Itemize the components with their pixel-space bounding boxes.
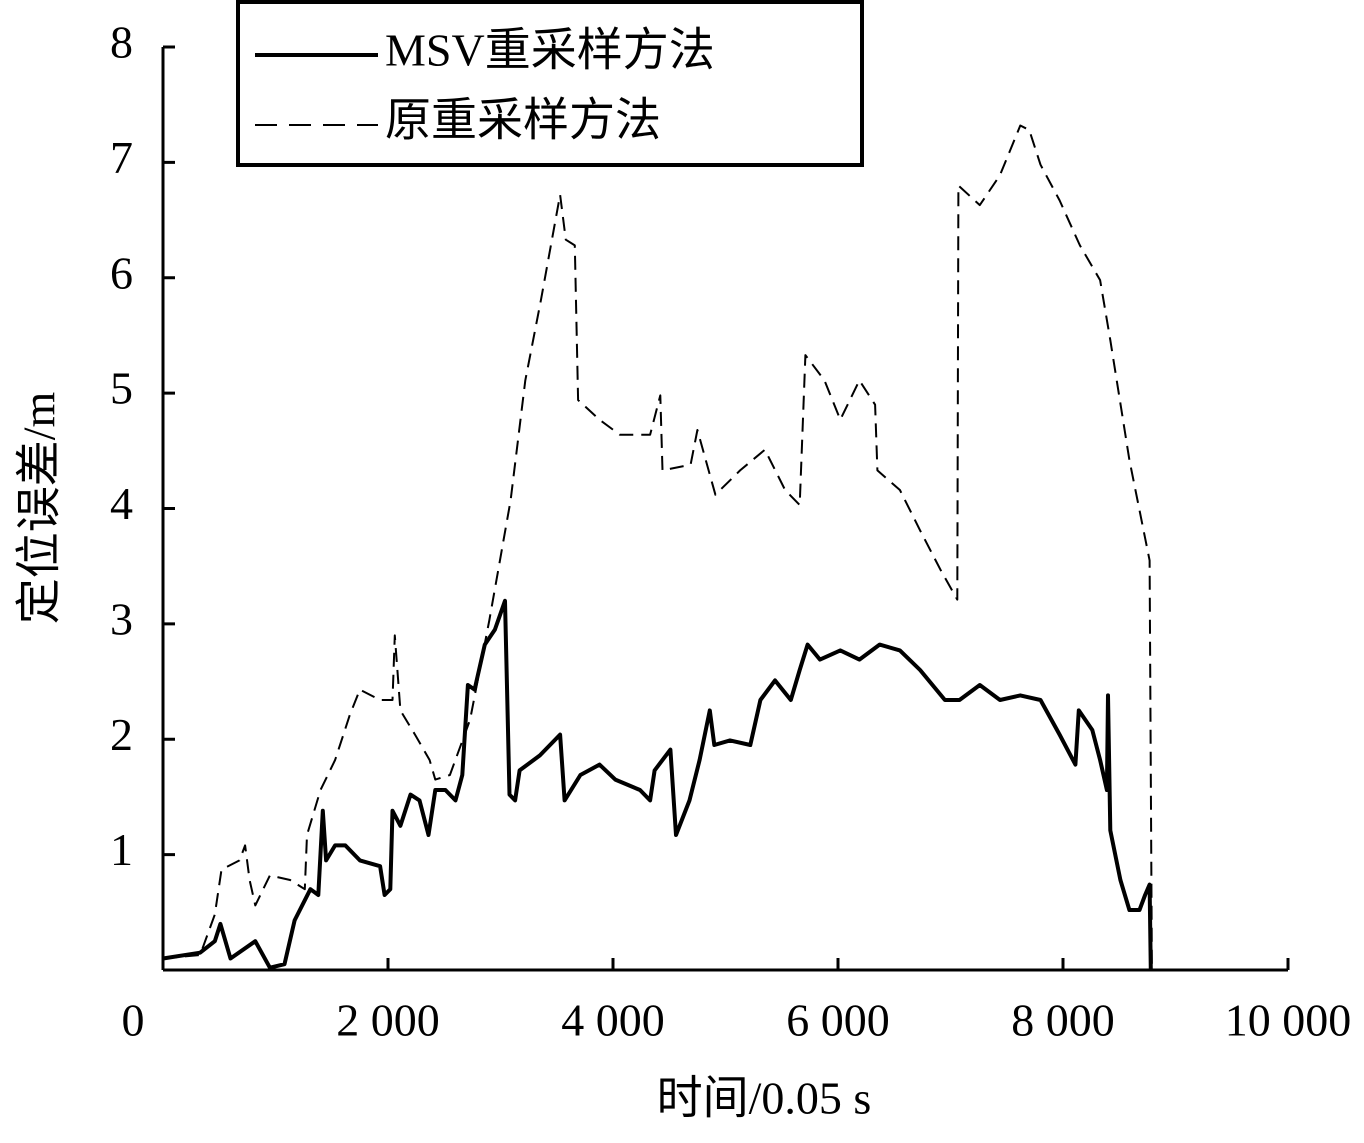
y-tick-label: 1 (110, 824, 133, 875)
legend-label: 原重采样方法 (385, 95, 661, 146)
x-tick-label: 4 000 (561, 995, 665, 1046)
x-tick-label: 2 000 (336, 995, 440, 1046)
x-axis-label: 时间/0.05 s (657, 1073, 872, 1124)
x-tick-label: 10 000 (1225, 995, 1352, 1046)
y-tick-label: 4 (110, 478, 133, 529)
y-tick-label: 3 (110, 593, 133, 644)
y-tick-label: 7 (110, 132, 133, 183)
series-line (162, 598, 1153, 971)
series-line (162, 124, 1153, 971)
y-tick-label: 6 (110, 247, 133, 298)
legend-box (236, 0, 864, 167)
y-tick-label: 5 (110, 363, 133, 414)
y-tick-label: 2 (110, 709, 133, 760)
legend-label: MSV重采样方法 (385, 25, 715, 76)
x-tick-label: 8 000 (1011, 995, 1115, 1046)
x-tick-label: 6 000 (786, 995, 890, 1046)
y-tick-label: 8 (110, 17, 133, 68)
x-tick-label: 0 (122, 995, 145, 1046)
y-axis-label: 定位误差/m (14, 392, 65, 625)
